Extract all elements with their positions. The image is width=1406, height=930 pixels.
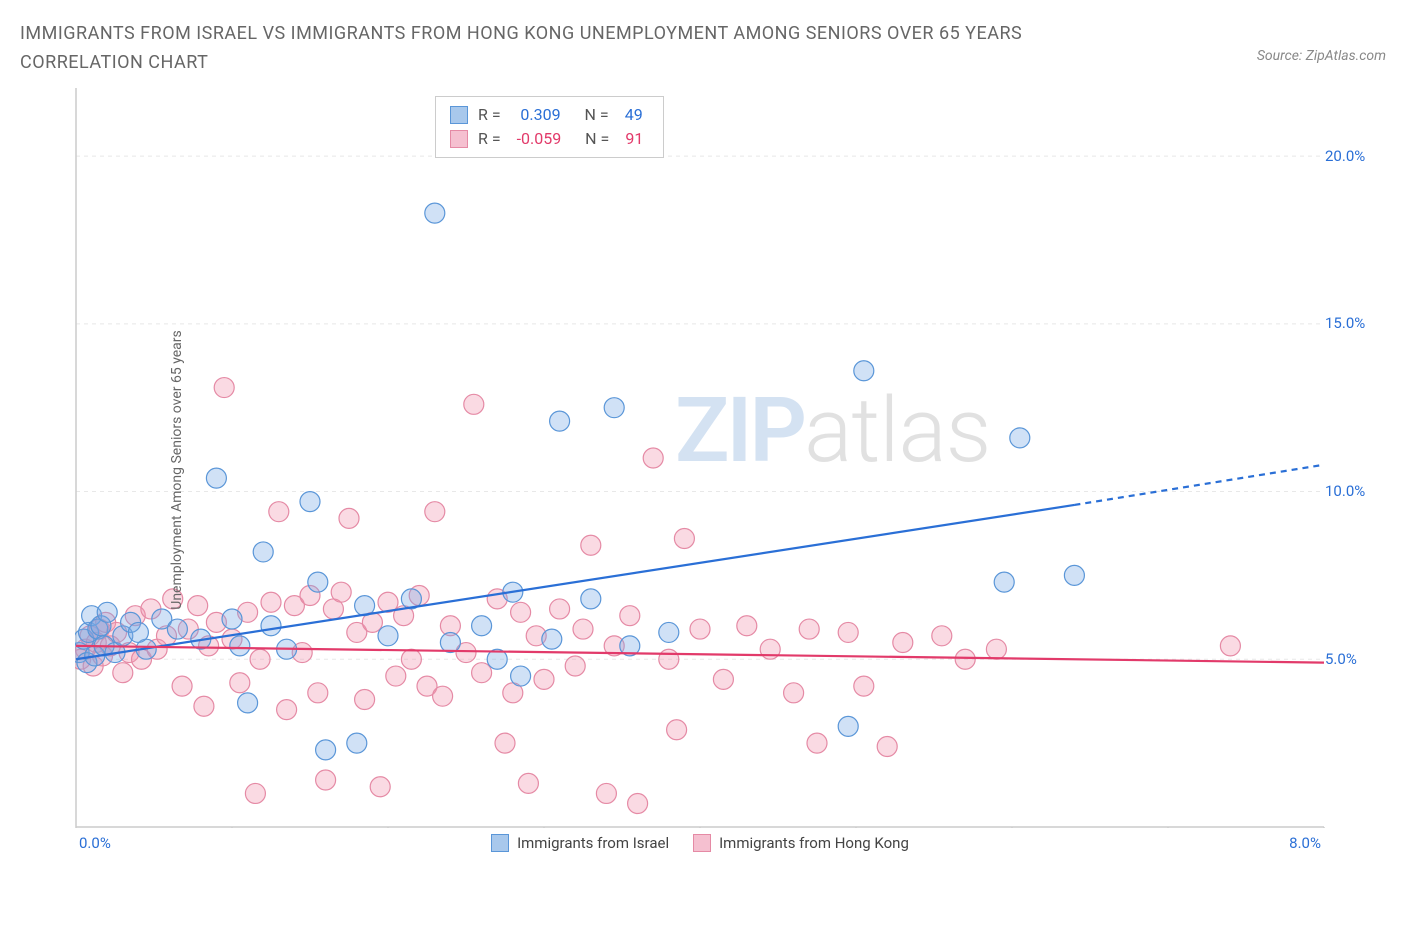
y-tick-label: 15.0% <box>1325 314 1406 332</box>
stats-legend-box: R = 0.309 N = 49 R = -0.059 N = 91 <box>435 96 664 158</box>
legend-swatch-israel <box>491 834 509 852</box>
chart-title: IMMIGRANTS FROM ISRAEL VS IMMIGRANTS FRO… <box>20 20 1022 78</box>
title-line-1: IMMIGRANTS FROM ISRAEL VS IMMIGRANTS FRO… <box>20 23 1022 44</box>
stats-swatch-hongkong <box>450 130 468 148</box>
stats-N-value-israel: 49 <box>619 103 649 127</box>
y-tick-label: 10.0% <box>1325 482 1406 500</box>
y-tick-label: 5.0% <box>1325 650 1406 668</box>
stats-row-hongkong: R = -0.059 N = 91 <box>450 127 649 151</box>
legend-item-hongkong: Immigrants from Hong Kong <box>693 834 909 852</box>
stats-R-value-israel: 0.309 <box>511 103 567 127</box>
legend-label-hongkong: Immigrants from Hong Kong <box>719 834 909 852</box>
header-row: IMMIGRANTS FROM ISRAEL VS IMMIGRANTS FRO… <box>20 20 1386 78</box>
bottom-legend: Immigrants from Israel Immigrants from H… <box>491 834 909 852</box>
stats-N-label: N = <box>577 103 609 127</box>
source-attribution: Source: ZipAtlas.com <box>1257 20 1386 64</box>
plot-area: Unemployment Among Seniors over 65 years… <box>75 88 1386 852</box>
scatter-svg <box>75 88 1325 828</box>
legend-label-israel: Immigrants from Israel <box>517 834 669 852</box>
stats-R-label: R = <box>478 127 501 151</box>
y-axis-label: Unemployment Among Seniors over 65 years <box>169 330 185 610</box>
y-tick-label: 20.0% <box>1325 147 1406 165</box>
correlation-chart: IMMIGRANTS FROM ISRAEL VS IMMIGRANTS FRO… <box>20 20 1386 910</box>
stats-swatch-israel <box>450 106 468 124</box>
title-line-2: CORRELATION CHART <box>20 52 208 73</box>
x-axis-row: 0.0% Immigrants from Israel Immigrants f… <box>75 834 1325 852</box>
legend-item-israel: Immigrants from Israel <box>491 834 669 852</box>
x-origin-label: 0.0% <box>79 834 111 852</box>
x-max-label: 8.0% <box>1289 834 1321 852</box>
stats-R-value-hongkong: -0.059 <box>511 127 568 151</box>
legend-swatch-hongkong <box>693 834 711 852</box>
stats-R-label: R = <box>478 103 501 127</box>
stats-N-value-hongkong: 91 <box>619 127 649 151</box>
stats-row-israel: R = 0.309 N = 49 <box>450 103 649 127</box>
stats-N-label: N = <box>577 127 609 151</box>
